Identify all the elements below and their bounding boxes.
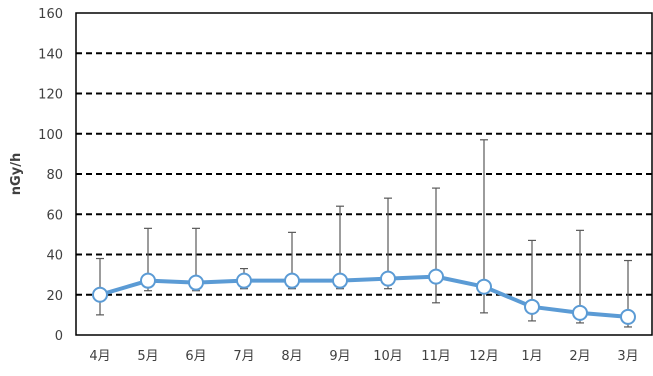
y-tick-label: 160 <box>38 7 63 22</box>
y-tick-label: 80 <box>46 168 63 183</box>
series-line <box>98 274 630 319</box>
x-tick-label: 7月 <box>233 349 254 364</box>
x-tick-label: 3月 <box>617 349 638 364</box>
x-tick-label: 2月 <box>569 349 590 364</box>
data-point <box>524 298 540 315</box>
y-tick-label: 0 <box>55 329 63 344</box>
data-point <box>236 272 252 289</box>
x-tick-label: 8月 <box>281 349 302 364</box>
y-tick-label: 40 <box>46 249 63 264</box>
series-polyline <box>98 274 630 319</box>
x-tick-label: 5月 <box>137 349 158 364</box>
x-tick-label: 10月 <box>373 349 403 364</box>
data-point <box>476 278 492 295</box>
data-point <box>140 272 156 289</box>
data-point <box>188 274 204 291</box>
x-tick-label: 12月 <box>469 349 499 364</box>
y-tick-labels: 0 20 40 60 80 100 120 140 160 <box>38 7 63 344</box>
data-point <box>380 270 396 287</box>
y-tick-label: 140 <box>38 47 63 62</box>
data-point <box>620 308 636 325</box>
x-tick-label: 1月 <box>521 349 542 364</box>
data-point <box>284 272 300 289</box>
data-point <box>332 272 348 289</box>
y-axis-label: nGy/h <box>9 153 24 195</box>
y-tick-label: 60 <box>46 208 63 223</box>
y-tick-label: 20 <box>46 289 63 304</box>
grid-lines <box>76 52 652 296</box>
x-tick-label: 9月 <box>329 349 350 364</box>
x-tick-labels: 4月 5月 6月 7月 8月 9月 10月 11月 12月 1月 2月 3月 <box>89 349 638 364</box>
data-point <box>572 304 588 321</box>
data-point <box>92 286 108 303</box>
plot-area-border <box>75 12 653 336</box>
data-point <box>428 268 444 285</box>
y-tick-label: 100 <box>38 128 63 143</box>
data-markers <box>92 268 636 325</box>
y-tick-label: 120 <box>38 88 63 103</box>
x-tick-label: 11月 <box>421 349 451 364</box>
x-tick-label: 6月 <box>185 349 206 364</box>
error-bars <box>96 139 632 328</box>
x-tick-label: 4月 <box>89 349 110 364</box>
